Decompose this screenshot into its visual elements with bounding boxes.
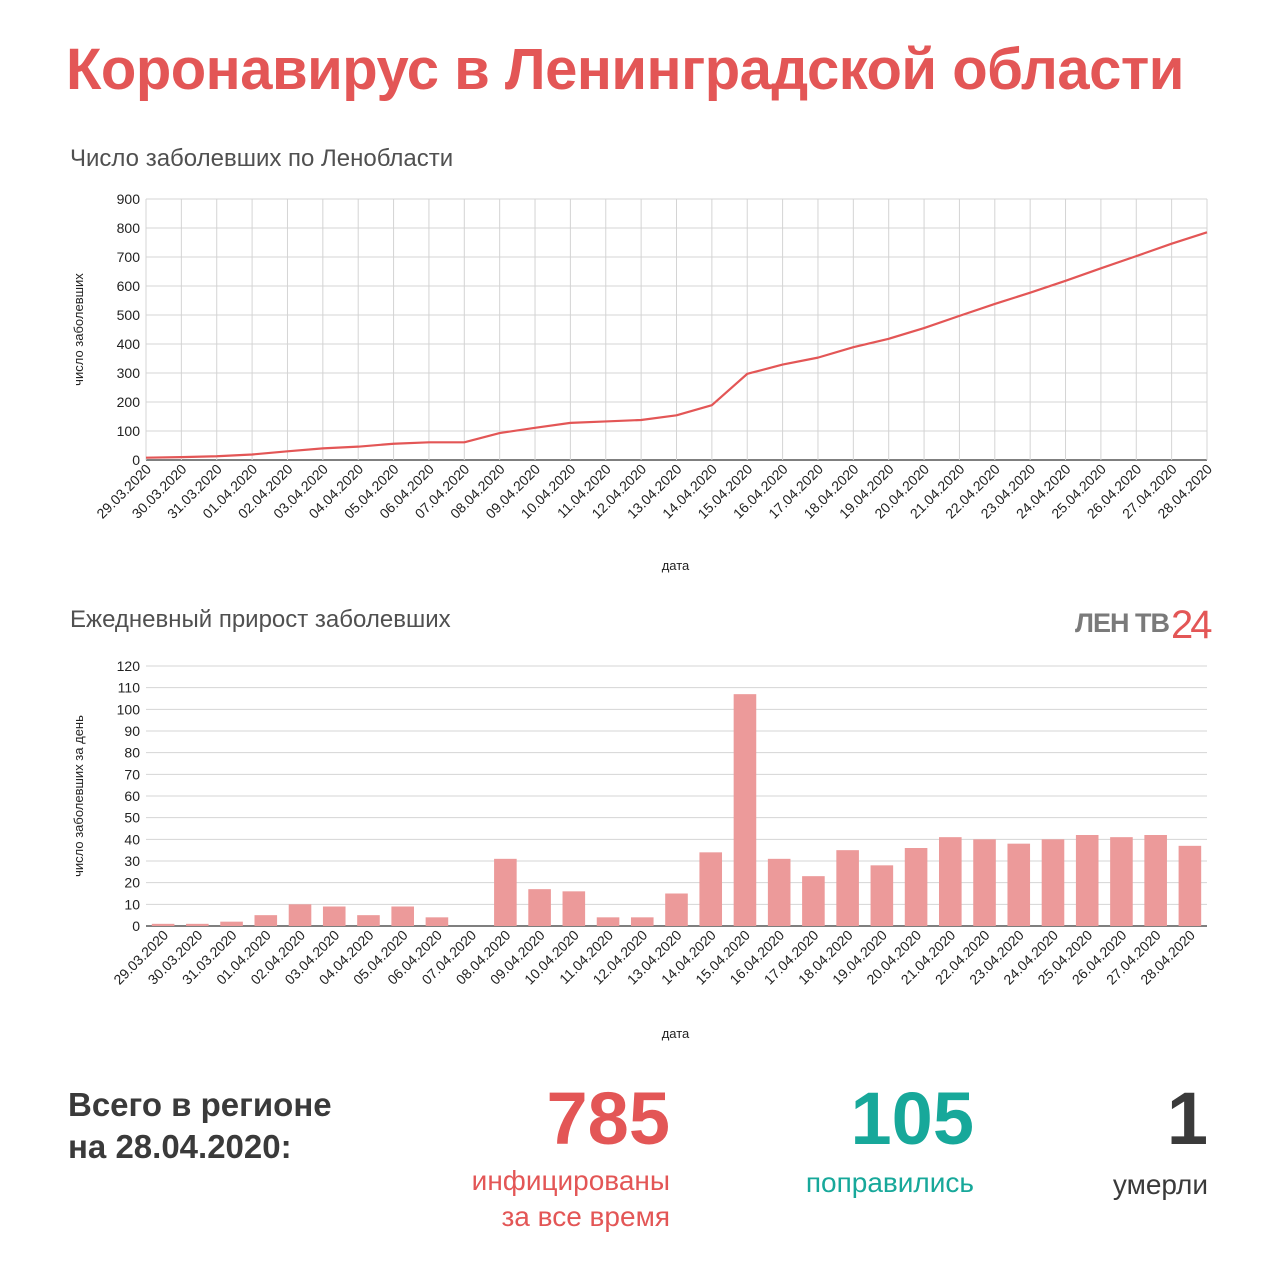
infected-caption-line1: инфицированы <box>471 1165 670 1196</box>
bar <box>186 923 209 926</box>
bar-chart: 010203040506070809010011012029.03.202030… <box>71 658 1207 1041</box>
bar <box>220 921 243 926</box>
y-axis-label: число заболевших <box>71 273 86 386</box>
y-tick-label: 70 <box>124 766 140 782</box>
infected-caption: инфицированы за все время <box>472 1163 670 1235</box>
y-axis-label: число заболевших за день <box>71 715 86 877</box>
y-tick-label: 600 <box>117 278 141 294</box>
recovered-count: 105 <box>850 1077 974 1160</box>
x-axis-label: дата <box>662 558 690 573</box>
y-tick-label: 20 <box>124 875 140 891</box>
summary-label-line2: на 28.04.2020: <box>68 1128 292 1165</box>
y-tick-label: 100 <box>117 701 141 717</box>
bar <box>870 865 894 926</box>
bar <box>596 917 620 926</box>
logo-text: ЛЕН ТВ <box>1075 608 1170 638</box>
page-title: Коронавирус в Ленинградской области <box>66 37 1184 102</box>
bar <box>357 915 380 926</box>
infected-caption-line2: за все время <box>501 1201 670 1232</box>
y-tick-label: 400 <box>117 336 141 352</box>
y-tick-label: 50 <box>124 810 140 826</box>
bar <box>973 839 996 926</box>
bar <box>1178 845 1202 926</box>
bar <box>288 904 312 926</box>
bar <box>904 848 928 926</box>
y-tick-label: 200 <box>117 394 141 410</box>
y-tick-label: 120 <box>117 658 141 674</box>
bar-chart-title: Ежедневный прирост заболевших <box>70 606 451 633</box>
bar <box>939 837 962 926</box>
bar <box>767 858 791 926</box>
bar <box>1075 835 1099 926</box>
bar <box>254 915 278 926</box>
line-chart-title: Число заболевших по Ленобласти <box>70 145 454 172</box>
bar <box>836 850 859 926</box>
deaths-caption: умерли <box>1112 1169 1208 1200</box>
deaths-count: 1 <box>1166 1077 1208 1160</box>
bar <box>699 852 723 926</box>
y-tick-label: 10 <box>124 896 140 912</box>
recovered-caption: поправились <box>805 1167 974 1198</box>
y-tick-label: 0 <box>132 918 140 934</box>
infected-count: 785 <box>546 1077 670 1160</box>
logo-number: 24 <box>1170 603 1212 647</box>
bar <box>322 906 346 926</box>
y-tick-label: 500 <box>117 307 141 323</box>
y-tick-label: 900 <box>117 191 141 207</box>
y-tick-label: 40 <box>124 831 140 847</box>
summary-label-line1: Всего в регионе <box>68 1086 332 1123</box>
y-tick-label: 110 <box>118 680 141 696</box>
summary-label: Всего в регионе на 28.04.2020: <box>68 1084 332 1168</box>
bar <box>665 893 688 926</box>
bar <box>802 876 825 926</box>
y-tick-label: 90 <box>124 723 140 739</box>
y-tick-label: 0 <box>132 452 140 468</box>
y-tick-label: 100 <box>117 423 141 439</box>
y-tick-label: 700 <box>117 249 141 265</box>
lentv24-logo: ЛЕН ТВ24 <box>1075 597 1212 647</box>
line-chart: 010020030040050060070080090029.03.202030… <box>71 191 1215 573</box>
bar <box>391 906 414 926</box>
bar <box>733 694 757 926</box>
bar <box>1144 835 1167 926</box>
y-tick-label: 60 <box>124 788 140 804</box>
bar <box>528 889 551 926</box>
series-line <box>145 231 1208 459</box>
y-tick-label: 80 <box>124 745 140 761</box>
x-axis-label: дата <box>662 1026 690 1041</box>
bar <box>1110 837 1133 926</box>
bar <box>1041 839 1065 926</box>
y-tick-label: 300 <box>117 365 141 381</box>
bar <box>151 923 175 926</box>
bar <box>630 917 654 926</box>
y-tick-label: 30 <box>124 853 140 869</box>
bar <box>425 917 449 926</box>
bar <box>494 858 517 926</box>
bar <box>1007 843 1031 926</box>
y-tick-label: 800 <box>117 220 141 236</box>
bar <box>562 891 586 926</box>
